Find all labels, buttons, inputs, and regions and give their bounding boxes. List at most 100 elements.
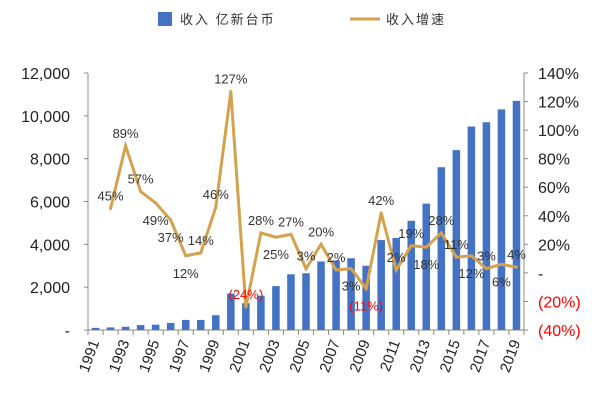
growth-point-1996	[169, 218, 173, 222]
bar-2012	[407, 220, 415, 330]
growth-label: 49%	[143, 213, 169, 228]
growth-label: 46%	[203, 187, 229, 202]
bar-2008	[347, 258, 355, 330]
growth-point-2003	[274, 235, 278, 239]
left-tick-label: 6,000	[30, 195, 70, 212]
bar-1994	[136, 325, 145, 330]
bar-2018	[497, 109, 506, 331]
bar-2014	[437, 167, 446, 330]
growth-label: 42%	[368, 193, 394, 208]
bar-1998	[197, 319, 205, 330]
right-tick-label: 140%	[538, 66, 579, 83]
growth-label: 2%	[327, 250, 346, 265]
legend-line-label: 收入增速	[386, 12, 446, 27]
growth-point-2012	[409, 244, 413, 248]
growth-label: 19%	[398, 226, 424, 241]
right-tick-label: 100%	[538, 123, 579, 140]
bar-2015	[452, 150, 461, 330]
growth-point-1998	[199, 251, 203, 255]
bar-1991	[91, 327, 100, 330]
growth-point-2000	[229, 90, 233, 94]
right-tick-label: 60%	[538, 180, 570, 197]
bar-2006	[317, 261, 325, 330]
bar-2016	[467, 126, 476, 331]
growth-label: 20%	[308, 224, 334, 239]
growth-label: 14%	[188, 233, 214, 248]
bar-1996	[166, 322, 175, 330]
bar-1992	[106, 327, 115, 330]
growth-point-1993	[124, 144, 128, 148]
bar-2017	[482, 122, 491, 330]
growth-point-1997	[184, 254, 188, 258]
x-tick-label: 2013	[407, 338, 434, 375]
growth-point-2013	[424, 245, 428, 249]
growth-label: 6%	[492, 274, 511, 289]
growth-label: 3%	[297, 249, 316, 264]
growth-label: 57%	[128, 172, 154, 187]
growth-point-2006	[319, 242, 323, 246]
growth-label: 3%	[477, 249, 496, 264]
x-tick-label: 2009	[347, 338, 374, 375]
growth-point-2014	[439, 231, 443, 235]
x-tick-label: 1993	[106, 338, 133, 375]
right-tick-label: -	[538, 266, 543, 283]
left-tick-label: 4,000	[30, 237, 70, 254]
x-tick-label: 2005	[286, 338, 313, 375]
x-tick-label: 2001	[226, 338, 253, 375]
x-tick-label: 1997	[166, 338, 193, 375]
growth-point-2018	[499, 262, 503, 266]
bar-2001	[242, 303, 250, 330]
bar-2019	[512, 100, 521, 330]
growth-label: (11%)	[349, 299, 383, 314]
growth-point-2011	[394, 268, 398, 272]
bar-2013	[422, 203, 431, 330]
left-tick-label: 10,000	[21, 109, 70, 126]
bar-2004	[287, 274, 295, 330]
growth-point-1994	[139, 190, 143, 194]
growth-point-2009	[364, 287, 368, 291]
bar-2000	[227, 293, 235, 330]
growth-point-2002	[259, 231, 263, 235]
growth-label: 12%	[458, 266, 484, 281]
growth-point-2007	[334, 268, 338, 272]
growth-line	[109, 91, 517, 308]
growth-point-2005	[304, 267, 308, 271]
x-tick-label: 2011	[377, 338, 404, 374]
bar-1995	[151, 324, 160, 330]
growth-point-2001	[244, 305, 248, 309]
growth-label: (24%)	[229, 287, 264, 302]
x-tick-label: 1999	[196, 338, 223, 375]
growth-point-1995	[154, 201, 158, 205]
growth-label: 12%	[173, 266, 199, 281]
growth-label: 25%	[263, 247, 289, 262]
right-tick-label: 80%	[538, 152, 570, 169]
bar-1997	[181, 319, 190, 330]
growth-label: 45%	[98, 189, 124, 204]
growth-label: 4%	[507, 247, 526, 262]
growth-point-2019	[514, 265, 518, 269]
growth-point-2017	[484, 267, 488, 271]
growth-label: 127%	[214, 72, 248, 87]
right-tick-label: 20%	[538, 237, 570, 254]
x-tick-label: 2017	[467, 338, 494, 375]
legend-bar-label: 收入 亿新台币	[180, 12, 276, 27]
growth-point-2010	[379, 211, 383, 215]
legend-bar-swatch	[158, 12, 172, 26]
bar-1999	[212, 315, 220, 330]
growth-label: 27%	[278, 214, 304, 229]
growth-point-1992	[109, 207, 113, 211]
growth-label: 18%	[413, 257, 439, 272]
left-tick-label: -	[65, 323, 70, 340]
growth-point-1999	[214, 205, 218, 209]
growth-label: 28%	[428, 213, 454, 228]
right-tick-label: 120%	[538, 95, 579, 112]
bar-1993	[121, 326, 130, 330]
bar-2005	[302, 273, 310, 330]
right-tick-label: (40%)	[538, 323, 581, 340]
x-tick-label: 2015	[437, 338, 464, 375]
right-tick-label: (20%)	[538, 294, 581, 311]
left-tick-label: 8,000	[30, 152, 70, 169]
left-tick-label: 2,000	[30, 280, 70, 297]
growth-point-2004	[289, 232, 293, 236]
